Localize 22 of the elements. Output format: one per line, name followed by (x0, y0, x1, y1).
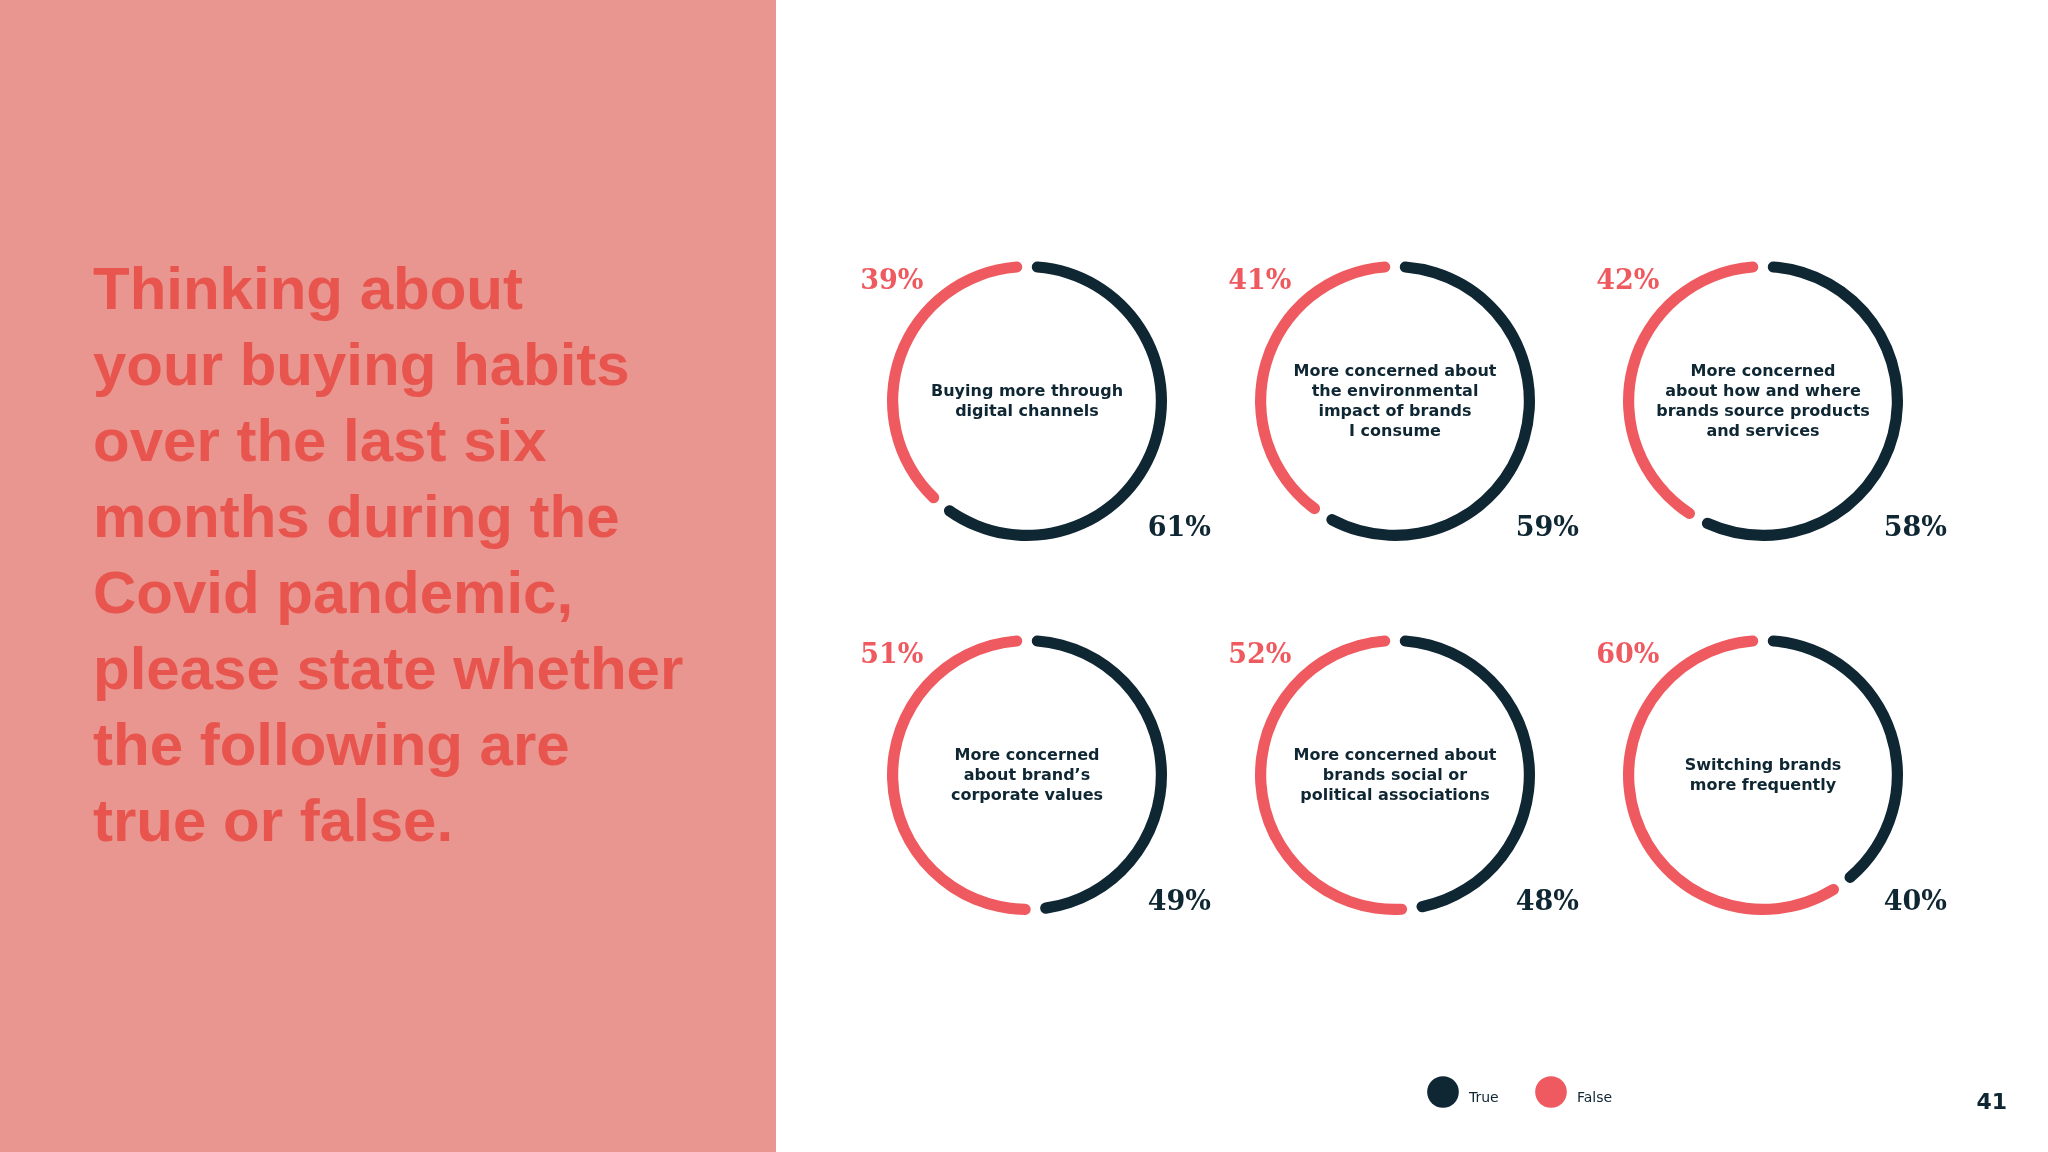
data-label: 61% (1147, 511, 1211, 543)
text: Thinking about your buying habits over the last six months during the Covid pandemic, please state whether the following are true or false. (93, 255, 684, 854)
data-label: 42% (1596, 263, 1660, 295)
data-label: 52% (1228, 637, 1292, 669)
data-label: 60% (1596, 637, 1660, 669)
data-label: 39% (860, 263, 924, 295)
data-label: 48% (1515, 885, 1579, 917)
data-label: 58% (1883, 511, 1947, 543)
text: More concerned about the environmental impact of brands I consume (1293, 361, 1497, 440)
data-label: 41% (1228, 263, 1292, 295)
text: More concerned about how and where brands source products and services (1656, 361, 1870, 440)
text: More concerned about brand’s corporate values (950, 745, 1104, 804)
legend-label: False (1577, 1089, 1613, 1105)
text: Buying more through digital channels (930, 381, 1124, 420)
data-label: 40% (1883, 885, 1947, 917)
text: More concerned about brands social or political associations (1293, 745, 1497, 804)
text: 41 (1976, 1089, 2007, 1114)
data-label: 59% (1515, 511, 1579, 543)
data-label: 51% (860, 637, 924, 669)
legend-label: True (1468, 1089, 1499, 1105)
text: Switching brands more frequently (1684, 755, 1842, 794)
data-label: 49% (1147, 885, 1211, 917)
